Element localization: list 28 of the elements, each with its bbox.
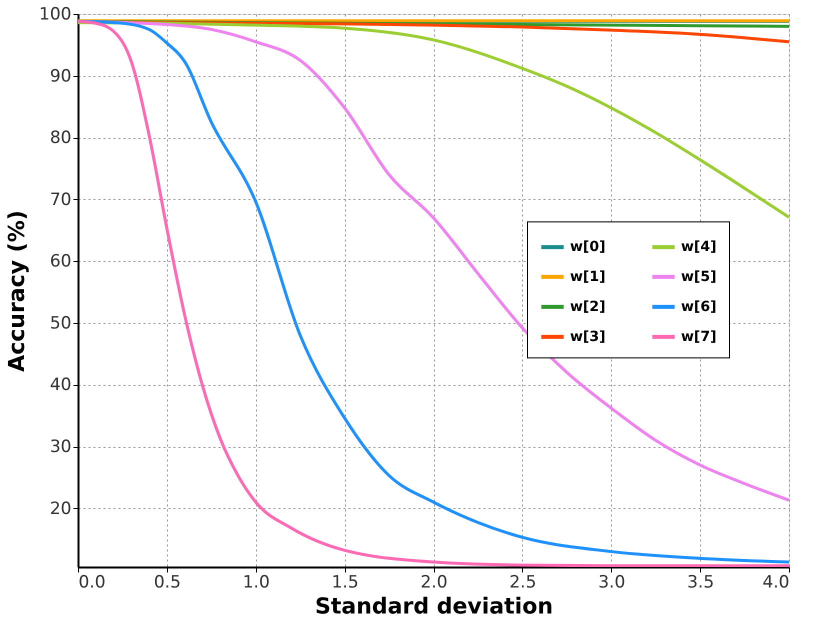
y-tick-label: 70: [50, 190, 72, 210]
y-axis-title: Accuracy (%): [5, 210, 30, 372]
legend-label: w[1]: [570, 268, 606, 285]
y-tick-label: 90: [50, 66, 72, 86]
y-tick-label: 20: [50, 498, 72, 519]
legend-label: w[3]: [570, 328, 606, 345]
legend-label: w[0]: [570, 239, 606, 256]
y-tick-label: 100: [39, 4, 72, 24]
y-tick-label: 50: [50, 313, 72, 334]
x-tick-label: 1.0: [242, 572, 270, 592]
legend-label: w[7]: [681, 328, 716, 345]
x-tick-label: 0.0: [78, 572, 106, 592]
x-tick-label: 2.5: [509, 572, 536, 592]
x-tick-label: 1.5: [332, 572, 359, 592]
legend-label: w[6]: [681, 298, 716, 315]
y-tick-label: 80: [50, 128, 72, 148]
legend-label: w[5]: [681, 268, 716, 285]
y-tick-label: 30: [50, 437, 72, 458]
legend-label: w[4]: [681, 239, 716, 256]
y-tick-label: 60: [50, 252, 72, 272]
x-axis-title: Standard deviation: [315, 594, 553, 620]
x-tick-label: 0.5: [154, 572, 181, 592]
x-tick-label: 3.5: [687, 572, 714, 592]
x-tick-label: 2.0: [420, 572, 448, 592]
x-tick-label: 3.0: [598, 572, 626, 592]
y-tick-label: 40: [50, 375, 72, 396]
legend-label: w[2]: [570, 298, 606, 315]
x-tick-label: 4.0: [762, 572, 790, 592]
